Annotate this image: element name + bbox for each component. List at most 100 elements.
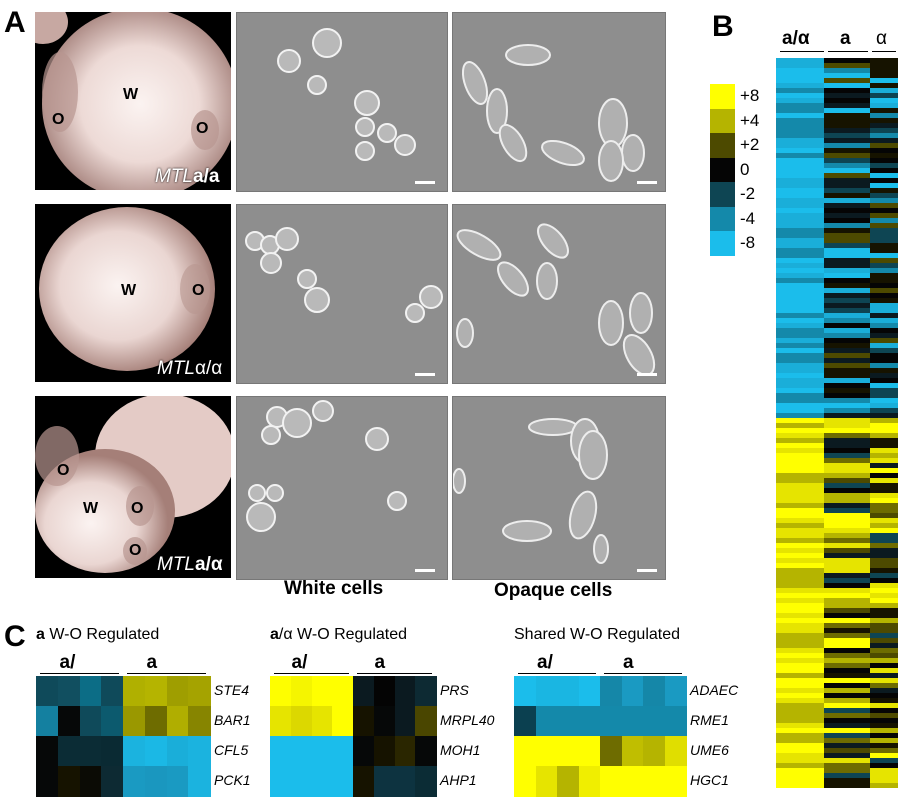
heatmap-b-cell <box>870 183 898 189</box>
white-cells-graphic <box>245 227 443 323</box>
heatmap-b-cell <box>776 748 824 754</box>
scale-bar <box>637 373 657 376</box>
heatmap-b-cell <box>870 493 898 499</box>
heatmap-b-cell <box>776 243 824 249</box>
heatmap-b-cell <box>870 643 898 649</box>
panel-c-heat-cell <box>353 766 375 797</box>
panel-c-heat-cell <box>578 706 601 737</box>
panel-letter-a: A <box>4 6 26 39</box>
panel-c-heat-cell <box>144 766 167 797</box>
heatmap-b-cell <box>824 523 870 529</box>
heatmap-b-cell <box>824 633 870 639</box>
heatmap-b-cell <box>776 123 824 129</box>
heatmap-b-cell <box>870 433 898 439</box>
heatmap-b-cell <box>870 708 898 714</box>
heatmap-b-cell <box>776 178 824 184</box>
heatmap-b-cell <box>824 203 870 209</box>
heatmap-b-cell <box>824 453 870 459</box>
heatmap-b-cell <box>824 248 870 254</box>
heatmap-b-cell <box>870 378 898 384</box>
heatmap-b-cell <box>870 243 898 249</box>
heatmap-b-cell <box>870 498 898 504</box>
heatmap-b-cell <box>870 423 898 429</box>
colony-region-label: W <box>83 500 99 517</box>
heatmap-b-cell <box>776 303 824 309</box>
heatmap-b-cell <box>776 638 824 644</box>
heatmap-b-cell <box>870 258 898 264</box>
heatmap-b-cell <box>824 723 870 729</box>
heatmap-b-cell <box>776 443 824 449</box>
heatmap-b-cell <box>870 628 898 634</box>
heatmap-b-cell <box>824 263 870 269</box>
colony-genotype-label: MTLa/α <box>157 554 223 575</box>
heatmap-b-cell <box>776 518 824 524</box>
panel-c-heat-cell <box>36 766 59 797</box>
panel-c-heat-cell <box>36 736 59 767</box>
heatmap-b-cell <box>870 418 898 424</box>
panel-c-heat-cell <box>394 736 416 767</box>
heatmap-b-cell <box>824 228 870 234</box>
heatmap-b-cell <box>824 753 870 759</box>
heatmap-b-cell <box>824 443 870 449</box>
heatmap-b-cell <box>776 453 824 459</box>
heatmap-b-cell <box>824 333 870 339</box>
heatmap-b-cell <box>776 173 824 179</box>
heatmap-b-cell <box>870 403 898 409</box>
heatmap-b-cell <box>776 348 824 354</box>
heatmap-b-cell <box>824 638 870 644</box>
caption-white-cells: White cells <box>284 578 384 599</box>
gene-label: UME6 <box>690 742 729 758</box>
panel-c-heat-cell <box>664 736 687 767</box>
heatmap-b-cell <box>824 513 870 519</box>
heatmap-b-cell <box>776 253 824 259</box>
micrograph-white-row1 <box>236 12 448 192</box>
heatmap-b-cell <box>824 143 870 149</box>
heatmap-b-cell <box>870 323 898 329</box>
heatmap-b-cell <box>870 623 898 629</box>
heatmap-b-cell <box>824 138 870 144</box>
heatmap-b-cell <box>776 598 824 604</box>
heatmap-b-cell <box>870 363 898 369</box>
panel-c-heat-cell <box>101 736 124 767</box>
heatmap-b-cell <box>824 63 870 69</box>
panel-c-heat-cell <box>123 676 146 707</box>
heatmap-b-cell <box>824 618 870 624</box>
heatmap-b-cell <box>870 168 898 174</box>
panel-c-group-label: a <box>623 652 634 673</box>
panel-c-heat-cell <box>332 736 354 767</box>
heatmap-b-cell <box>824 233 870 239</box>
heatmap-b-cell <box>870 618 898 624</box>
heatmap-b-cell <box>776 688 824 694</box>
heatmap-b-cell <box>870 768 898 774</box>
heatmap-b-cell <box>824 213 870 219</box>
scale-bar <box>637 569 657 572</box>
heatmap-b-cell <box>870 598 898 604</box>
heatmap-b-cell <box>776 503 824 509</box>
heatmap-b-cell <box>776 278 824 284</box>
heatmap-b-cell <box>870 128 898 134</box>
heatmap-b-cell <box>824 773 870 779</box>
heatmap-b-cell <box>824 418 870 424</box>
heatmap-b-cell <box>776 738 824 744</box>
heatmap-b-cell <box>776 693 824 699</box>
heatmap-b-cell <box>776 323 824 329</box>
heatmap-b-cell <box>870 553 898 559</box>
panel-c-heat-cell <box>557 676 579 707</box>
heatmap-b-cell <box>776 138 824 144</box>
panel-c-heat-cell <box>578 736 601 767</box>
heatmap-b-cell <box>824 363 870 369</box>
heatmap-b-cell <box>824 763 870 769</box>
panel-c-heat-cell <box>188 736 211 767</box>
heatmap-b-cell <box>824 113 870 119</box>
gene-label: RME1 <box>690 712 729 728</box>
panel-c-group-label: a <box>374 652 386 673</box>
micrograph-white-row3 <box>236 396 448 580</box>
heatmap-b-cell <box>870 308 898 314</box>
heatmap-b-cell <box>776 468 824 474</box>
panel-c-heat-cell <box>188 676 211 707</box>
heatmap-b-cell <box>824 393 870 399</box>
heatmap-b-cell <box>870 468 898 474</box>
heatmap-b-cell <box>824 693 870 699</box>
heatmap-b-cell <box>776 463 824 469</box>
heatmap-b-cell <box>870 528 898 534</box>
